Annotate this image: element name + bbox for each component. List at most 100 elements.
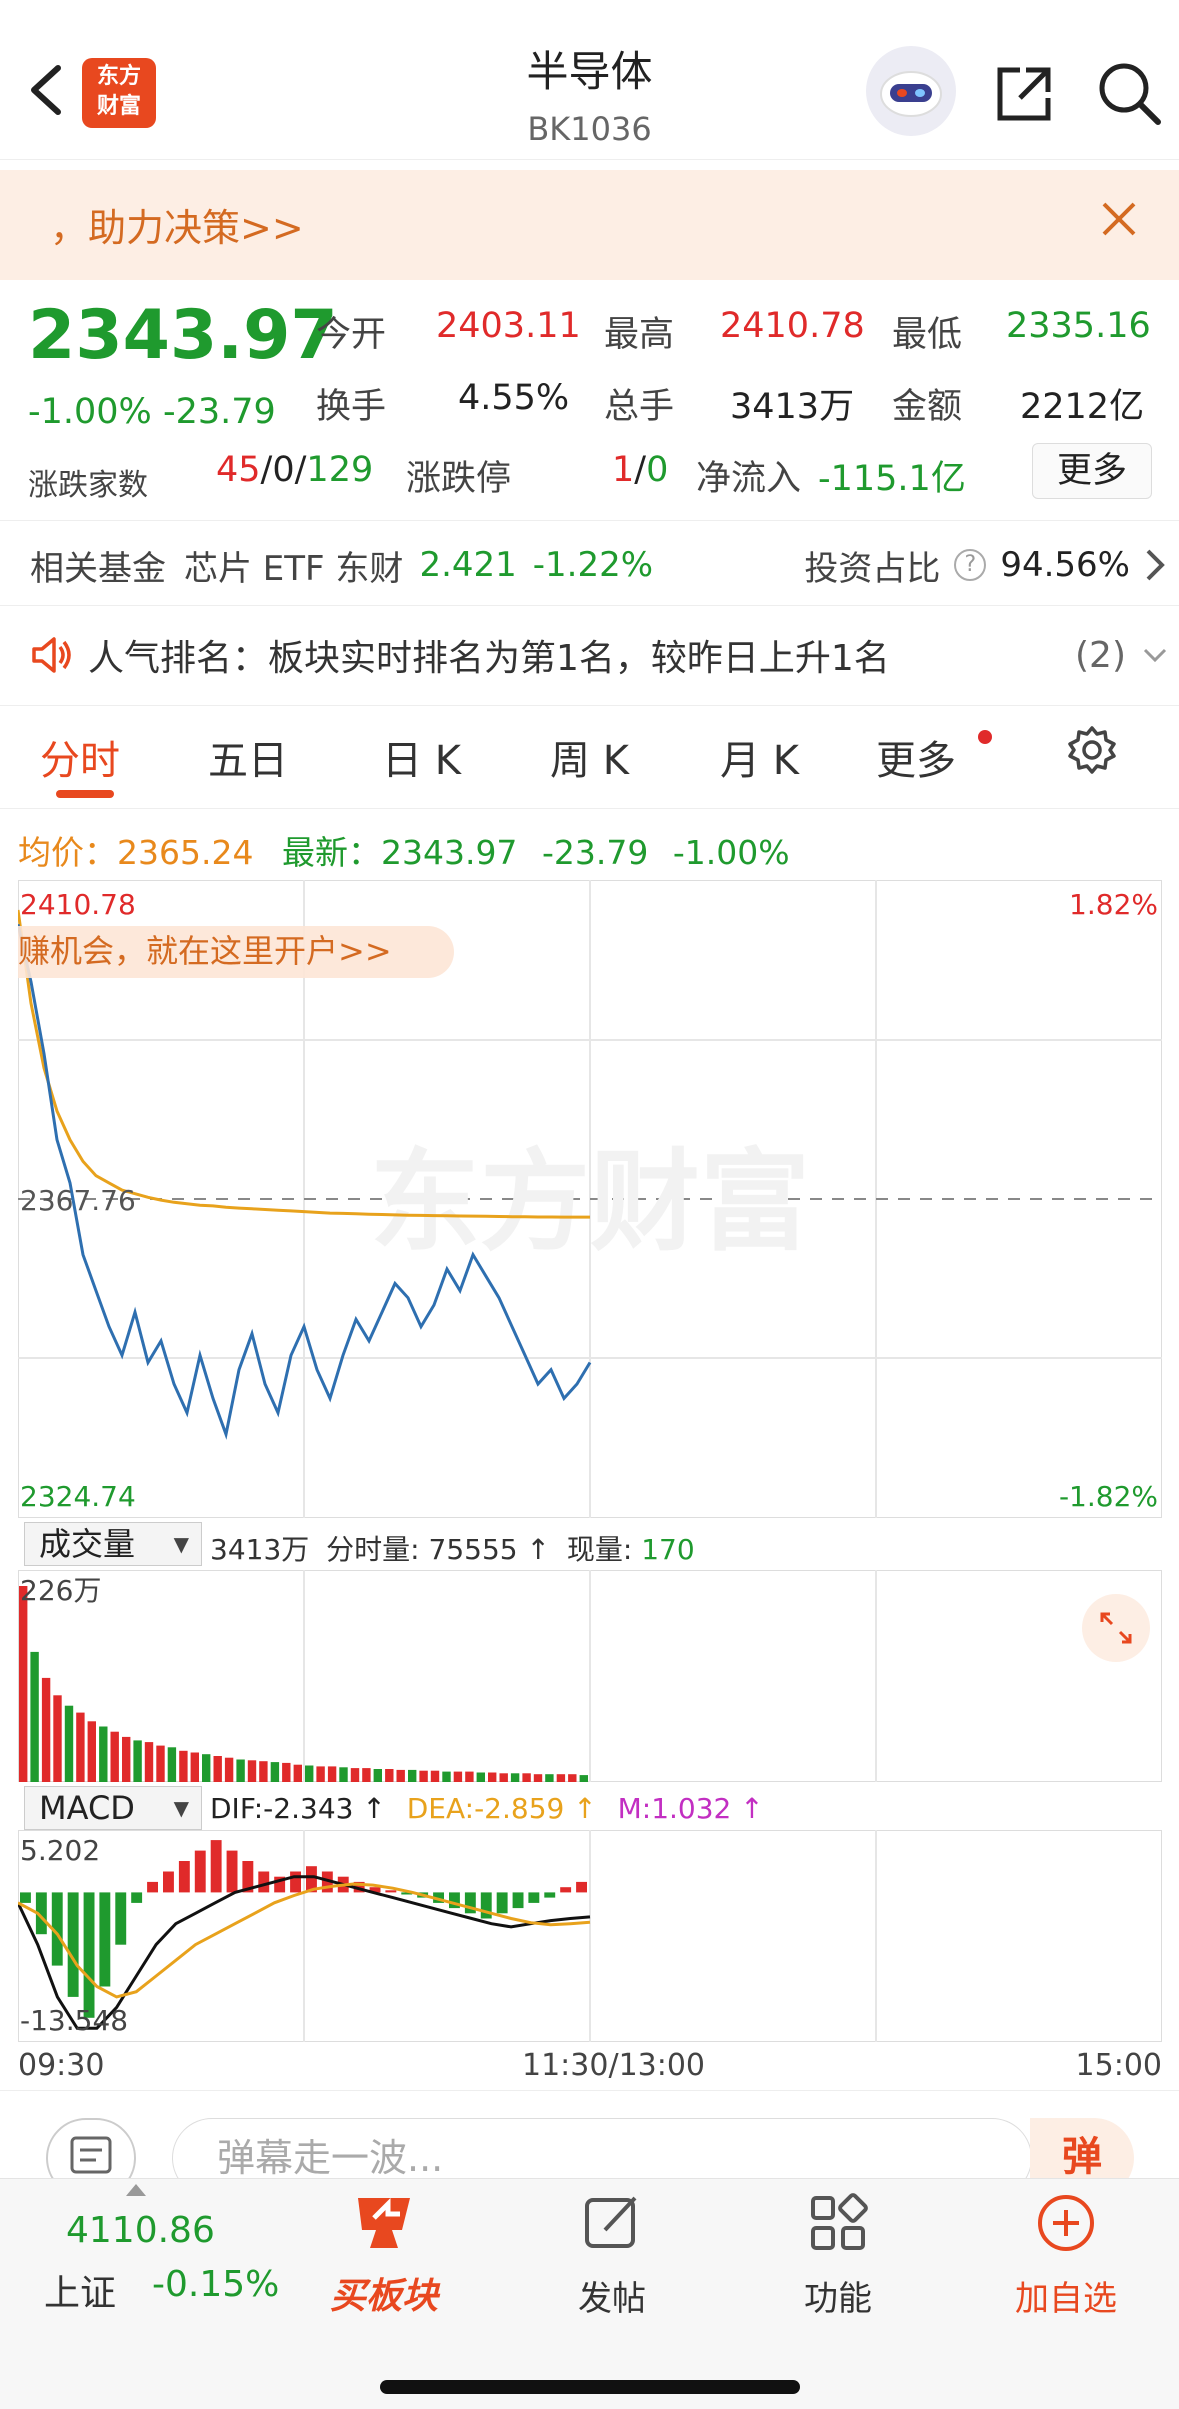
logo-line2: 财富 [96, 94, 141, 119]
rank-text: 人气排名：板块实时排名为第1名，较昨日上升1名 [88, 638, 890, 679]
macd-bar [512, 1892, 524, 1909]
share-button[interactable] [992, 62, 1056, 126]
volume-bar [64, 1705, 74, 1782]
volume-bar [167, 1747, 177, 1782]
macd-bar [385, 1890, 397, 1893]
banner-text[interactable]: ，助力决策>> [50, 206, 304, 250]
expand-icon [1100, 1612, 1132, 1644]
gear-icon [1068, 726, 1116, 774]
assistant-robot-button[interactable] [866, 46, 956, 136]
more-quote-button[interactable]: 更多 [1032, 443, 1152, 499]
add-watchlist-button[interactable]: 加自选 [996, 2190, 1136, 2320]
divider [0, 605, 1179, 606]
volume-bar [362, 1768, 371, 1782]
volume-bar [556, 1774, 566, 1782]
volume-detail-label: 分时量: [326, 1533, 420, 1566]
promo-text[interactable]: 赚机会，就在这里开户>> [18, 932, 392, 970]
macd-bar [20, 1892, 31, 1903]
notice-banner[interactable] [0, 170, 1179, 280]
tab-weekly-k[interactable]: 周 K [550, 738, 629, 784]
breadth-values: 45/0/129 [216, 450, 373, 490]
banner-close-button[interactable] [1098, 198, 1140, 240]
volume-bar [293, 1764, 302, 1782]
macd-bar [178, 1861, 190, 1893]
avg-price-line [18, 909, 590, 1219]
volume-bar [30, 1651, 39, 1782]
index-name[interactable]: 上证 [44, 2273, 117, 2314]
speaker-icon [32, 637, 71, 673]
fund-price: 2.421 [419, 545, 517, 585]
macd-bar [67, 1892, 79, 1997]
rank-count: (2) [1075, 634, 1126, 676]
macd-summary: DIF:-2.343 ↑ DEA:-2.859 ↑ M:1.032 ↑ [210, 1792, 764, 1825]
popularity-rank-row[interactable]: 人气排名：板块实时排名为第1名，较昨日上升1名 (2) [30, 625, 1170, 685]
search-button[interactable] [1096, 60, 1162, 126]
macd-bar [35, 1892, 47, 1935]
volume-bar [327, 1766, 337, 1782]
macd-bar [576, 1881, 587, 1893]
macd-indicator-select[interactable]: MACD ▼ [24, 1786, 202, 1830]
sector-code: BK1036 [527, 110, 652, 148]
time-start: 09:30 [18, 2048, 105, 2083]
volume-chart[interactable]: 226万 [18, 1570, 1162, 1782]
breadth-down: 129 [306, 450, 374, 490]
index-pct[interactable]: -0.15% [152, 2264, 280, 2305]
volume-indicator-select[interactable]: 成交量 ▼ [24, 1522, 202, 1566]
functions-button[interactable]: 功能 [778, 2190, 898, 2320]
tab-five-day[interactable]: 五日 [208, 738, 288, 784]
volume-bar [442, 1771, 451, 1782]
danmu-icon [70, 2136, 112, 2174]
index-value[interactable]: 4110.86 [66, 2210, 215, 2251]
tab-more[interactable]: 更多 [876, 738, 956, 784]
avg-label: 均价： [18, 833, 117, 872]
volume-bar [453, 1771, 463, 1782]
inflow-value: -115.1亿 [818, 459, 966, 499]
amount-value: 2212亿 [1020, 387, 1145, 427]
volume-bar [156, 1745, 165, 1782]
volume-bar [122, 1736, 131, 1782]
help-icon[interactable]: ? [954, 549, 987, 581]
macd-bar [528, 1892, 540, 1903]
volume-detail: 75555 [428, 1533, 518, 1566]
promo-bubble[interactable] [18, 926, 454, 978]
volume-bar [110, 1731, 119, 1782]
volume-bar [396, 1769, 405, 1782]
volume-bar [476, 1772, 485, 1782]
expand-up-icon[interactable] [126, 2184, 146, 2196]
volume-bar [385, 1769, 394, 1782]
inflow-label: 净流入 [696, 459, 802, 499]
volume-bar [99, 1726, 108, 1782]
macd-histogram [20, 1840, 587, 2018]
intraday-price-chart[interactable]: 东方财富 赚机会，就在这里开户>> 2410.78 2367.76 2324.7… [18, 880, 1162, 1518]
current-price: 2343.97 [28, 296, 338, 375]
macd-chart[interactable]: 5.202 -13.548 [18, 1830, 1162, 2042]
volume-total: 3413万 [210, 1533, 310, 1566]
related-fund-row[interactable]: 相关基金 芯片 ETF 东财 2.421 -1.22% 投资占比 ? 94.56… [30, 540, 1170, 590]
fund-pct: -1.22% [532, 545, 654, 585]
buy-sector-button[interactable]: 买板块 [324, 2190, 444, 2319]
logo-line1: 东方 [96, 64, 141, 89]
tab-intraday[interactable]: 分时 [40, 738, 120, 784]
limit-down: 0 [646, 450, 669, 490]
share-icon [997, 67, 1051, 121]
app-logo[interactable]: 东方 财富 [82, 58, 156, 128]
expand-button[interactable] [1082, 1594, 1150, 1662]
volume-bar [499, 1773, 508, 1782]
tab-daily-k[interactable]: 日 K [382, 738, 461, 784]
bottom-nav-bar [0, 2178, 1179, 2409]
tab-monthly-k[interactable]: 月 K [720, 738, 799, 784]
macd-bar [147, 1881, 158, 1893]
latest-label: 最新： [281, 833, 381, 872]
post-button[interactable]: 发帖 [552, 2190, 672, 2320]
chevron-left-icon [31, 65, 61, 115]
volume-summary: 3413万 分时量: 75555 ↑ 现量: 170 [210, 1528, 695, 1568]
macd-bar [544, 1892, 556, 1898]
volume-bar [316, 1766, 325, 1782]
macd-max-label: 5.202 [20, 1834, 100, 1867]
back-button[interactable] [22, 60, 72, 120]
volume-bar [510, 1773, 520, 1782]
buy-sector-label: 买板块 [329, 2276, 438, 2317]
settings-button[interactable] [1066, 724, 1118, 780]
volume-bar [419, 1770, 428, 1782]
fund-label: 相关基金 [30, 548, 166, 589]
